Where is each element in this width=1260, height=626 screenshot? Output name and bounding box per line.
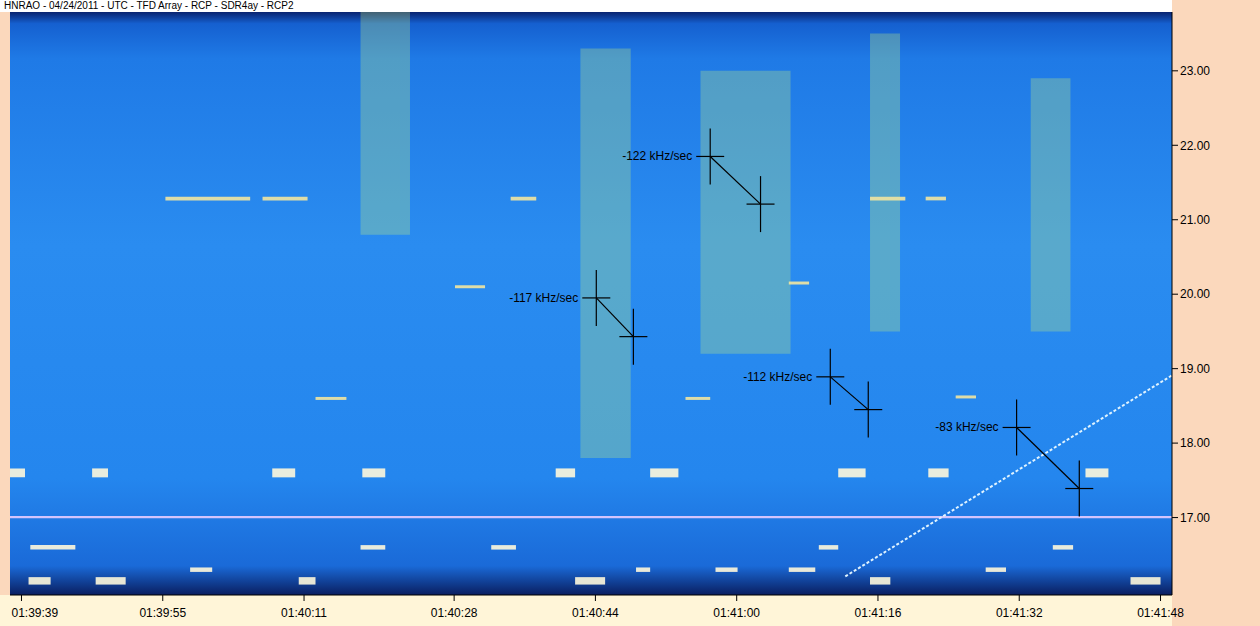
svg-text:01:40:11: 01:40:11 — [281, 606, 327, 620]
svg-text:01:41:48: 01:41:48 — [1137, 606, 1184, 620]
svg-text:01:40:28: 01:40:28 — [431, 606, 478, 620]
svg-text:01:41:16: 01:41:16 — [855, 606, 902, 620]
svg-text:01:39:39: 01:39:39 — [11, 606, 58, 620]
svg-text:01:40:44: 01:40:44 — [572, 606, 619, 620]
svg-text:18.00: 18.00 — [1180, 436, 1210, 450]
svg-text:01:41:32: 01:41:32 — [996, 606, 1043, 620]
html-text:HNRAO - 04/24/2011 - UTC - TFD: HNRAO - 04/24/2011 - UTC - TFD Array - R… — [4, 0, 294, 11]
svg-text:20.00: 20.00 — [1180, 287, 1210, 301]
svg-text:-122 kHz/sec: -122 kHz/sec — [622, 149, 692, 163]
svg-text:-117 kHz/sec: -117 kHz/sec — [509, 291, 578, 305]
svg-text:23.00: 23.00 — [1180, 64, 1210, 78]
svg-text:-112 kHz/sec: -112 kHz/sec — [743, 370, 812, 384]
svg-text:-83 kHz/sec: -83 kHz/sec — [935, 420, 998, 434]
svg-text:19.00: 19.00 — [1180, 362, 1210, 376]
svg-text:01:41:00: 01:41:00 — [713, 606, 760, 620]
svg-text:01:39:55: 01:39:55 — [139, 606, 186, 620]
svg-text:21.00: 21.00 — [1180, 213, 1210, 227]
svg-text:22.00: 22.00 — [1180, 139, 1210, 153]
svg-text:17.00: 17.00 — [1180, 511, 1210, 525]
